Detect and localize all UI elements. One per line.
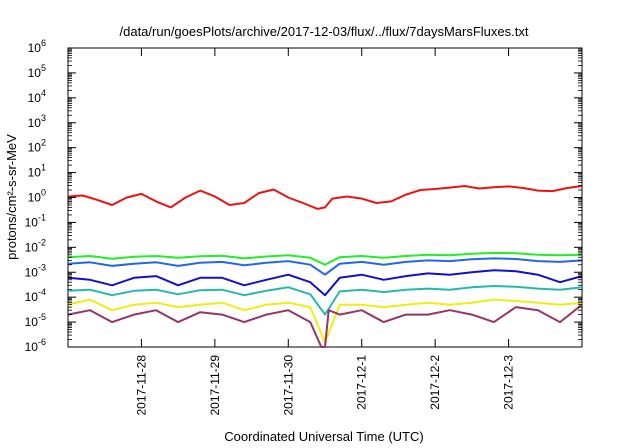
x-tick-label: 2017-12-2 <box>428 355 442 410</box>
x-tick-label: 2017-11-30 <box>281 355 295 416</box>
y-tick-label: 10-3 <box>25 262 46 279</box>
series-line-5 <box>67 285 583 316</box>
x-axis-label: Coordinated Universal Time (UTC) <box>224 429 423 444</box>
y-tick-label: 10-5 <box>25 312 46 329</box>
series-line-2 <box>67 251 583 266</box>
y-tick-label: 101 <box>28 163 46 180</box>
series-layer <box>67 185 583 348</box>
series-line-1 <box>67 185 583 210</box>
y-tick-label: 10-2 <box>25 237 46 254</box>
x-tick-label: 2017-12-3 <box>502 355 516 410</box>
y-tick-label: 10-1 <box>25 212 46 229</box>
y-tick-label: 102 <box>28 138 46 155</box>
y-tick-label: 103 <box>28 113 46 130</box>
y-tick-label: 100 <box>28 188 46 205</box>
x-tick-label: 2017-11-29 <box>208 355 222 416</box>
chart-title: /data/run/goesPlots/archive/2017-12-03/f… <box>120 24 529 39</box>
series-line-6 <box>67 298 583 344</box>
y-tick-label: 10-4 <box>25 287 46 304</box>
series-line-3 <box>67 257 583 276</box>
x-axis-ticks: 2017-11-28 2017-11-29 2017-11-30 2017-12-1 2… <box>134 48 516 416</box>
y-axis-label: protons/cm²-s-sr-MeV <box>4 134 19 260</box>
x-tick-label: 2017-11-28 <box>134 355 148 416</box>
y-tick-label: 105 <box>28 63 46 80</box>
x-tick-label: 2017-12-1 <box>355 355 369 410</box>
y-axis-ticks: 10-6 10-5 10-4 10-3 10-2 10-1 100 101 102 103 104 1… <box>25 38 582 354</box>
series-line-4 <box>67 269 583 297</box>
plot-frame <box>67 47 583 348</box>
y-tick-label: 10-6 <box>25 337 46 354</box>
y-tick-label: 104 <box>28 88 46 105</box>
series-line-7 <box>67 303 583 348</box>
y-tick-label: 106 <box>28 38 46 55</box>
